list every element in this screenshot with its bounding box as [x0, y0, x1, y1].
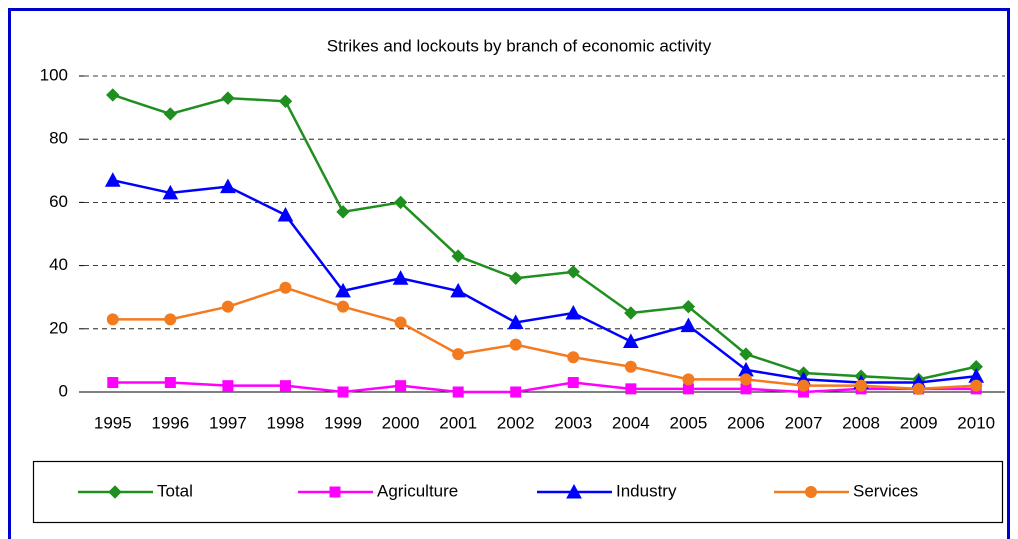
x-tick-label: 2010 — [957, 413, 995, 432]
x-tick-label: 2006 — [727, 413, 765, 432]
x-tick-label: 1996 — [151, 413, 189, 432]
series-line — [112, 179, 977, 384]
data-point — [682, 373, 695, 386]
data-point — [567, 351, 580, 364]
y-tick-label: 80 — [49, 129, 68, 148]
x-tick-label: 2008 — [842, 413, 880, 432]
data-point — [510, 386, 522, 398]
data-point — [625, 383, 637, 395]
data-point — [450, 282, 466, 298]
x-tick-label: 2001 — [439, 413, 477, 432]
data-point — [623, 333, 639, 348]
y-tick-label: 100 — [40, 65, 68, 84]
legend-marker — [329, 486, 341, 498]
x-tick-label: 1998 — [267, 413, 305, 432]
data-point — [912, 382, 925, 395]
data-point — [337, 300, 350, 313]
data-point — [855, 379, 868, 392]
data-point — [277, 206, 294, 222]
y-tick-label: 0 — [59, 381, 68, 400]
legend-marker — [805, 486, 817, 498]
data-point — [565, 304, 582, 320]
x-tick-label: 2004 — [612, 413, 650, 432]
data-point — [221, 300, 234, 313]
data-point — [278, 94, 293, 108]
data-point — [624, 306, 638, 320]
data-point — [106, 313, 119, 326]
data-point — [336, 205, 350, 219]
data-point — [279, 281, 292, 294]
data-point — [970, 379, 983, 392]
x-tick-label: 1997 — [209, 413, 247, 432]
data-point — [337, 386, 349, 398]
x-tick-label: 1995 — [94, 413, 132, 432]
y-tick-label: 60 — [49, 192, 68, 211]
data-point — [221, 91, 235, 105]
chart-title: Strikes and lockouts by branch of econom… — [327, 36, 712, 55]
legend-label: Services — [853, 481, 918, 500]
data-point — [681, 299, 696, 314]
legend-label: Total — [157, 481, 193, 500]
series-line — [112, 286, 977, 391]
data-point — [222, 380, 234, 392]
data-point — [395, 380, 407, 392]
data-point — [393, 195, 408, 210]
legend-label: Agriculture — [377, 481, 458, 500]
x-tick-label: 2009 — [900, 413, 938, 432]
data-point — [279, 380, 291, 392]
x-tick-label: 2003 — [554, 413, 592, 432]
data-point — [739, 373, 752, 386]
data-point — [452, 348, 465, 361]
y-tick-label: 20 — [49, 318, 68, 337]
x-tick-label: 2005 — [669, 413, 707, 432]
data-point — [162, 184, 179, 200]
data-point — [163, 107, 178, 121]
data-point — [452, 386, 464, 398]
data-point — [797, 379, 810, 392]
data-point — [164, 313, 177, 326]
data-point — [164, 377, 176, 389]
data-point — [106, 88, 120, 102]
data-point — [739, 347, 753, 361]
data-point — [509, 338, 522, 351]
data-point — [509, 271, 523, 285]
legend-marker — [108, 485, 122, 499]
legend-marker — [566, 483, 582, 499]
data-point — [567, 377, 579, 389]
series-line — [112, 381, 977, 394]
data-point — [220, 178, 236, 194]
x-tick-label: 2000 — [382, 413, 420, 432]
data-point — [104, 172, 121, 187]
x-tick-label: 1999 — [324, 413, 362, 432]
data-point — [680, 317, 697, 333]
data-point — [566, 265, 580, 279]
data-point — [507, 314, 524, 329]
data-point — [451, 249, 465, 263]
y-tick-label: 40 — [49, 255, 68, 274]
data-point — [107, 377, 119, 389]
legend-label: Industry — [616, 481, 677, 500]
data-point — [392, 270, 409, 285]
frame — [8, 8, 1010, 539]
data-point — [394, 316, 407, 329]
data-point — [624, 360, 637, 373]
series-line — [112, 93, 977, 381]
data-point — [335, 282, 351, 298]
x-tick-label: 2002 — [497, 413, 535, 432]
x-tick-label: 2007 — [785, 413, 823, 432]
